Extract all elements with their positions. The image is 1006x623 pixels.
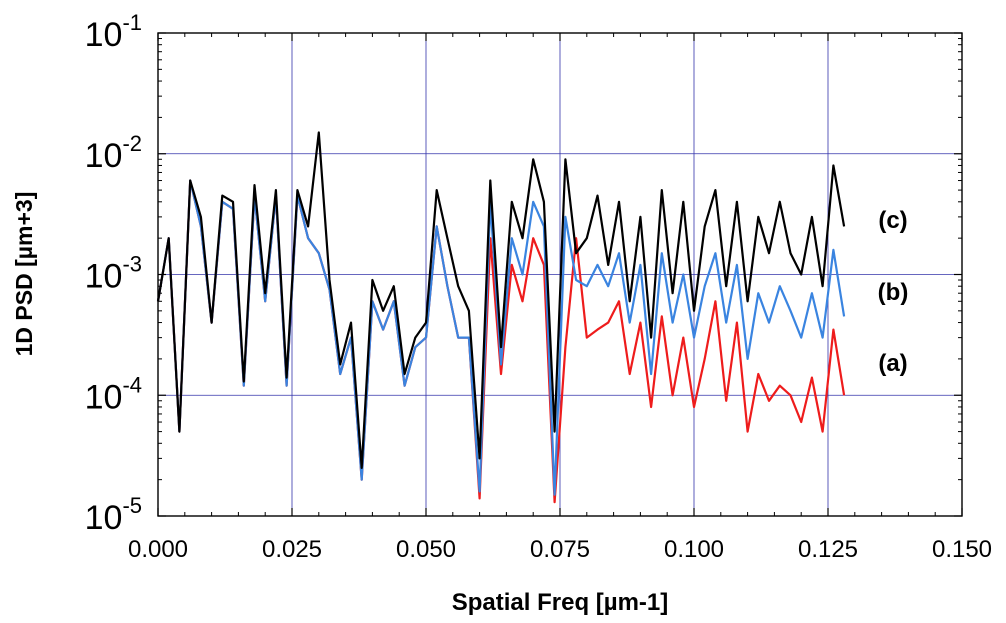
x-tick-label: 0.000 [128, 536, 188, 563]
series-annotation: (a) [878, 350, 907, 377]
x-axis-label: Spatial Freq [µm-1] [452, 589, 669, 616]
series-annotation: (c) [878, 207, 907, 234]
tick-marks [157, 32, 963, 517]
y-tick-exponent: -5 [122, 493, 142, 518]
y-tick-base: 10 [85, 378, 123, 416]
series-line-c [156, 131, 846, 469]
series-annotations: (c) (b) (a) [878, 207, 909, 377]
series-lines [156, 131, 846, 504]
x-tick-label: 0.025 [262, 536, 322, 563]
y-tick-exponent: -3 [122, 252, 142, 277]
x-tick-labels: 0.000 0.025 0.050 0.075 0.100 0.125 0.150 [128, 536, 992, 563]
y-tick-label: 10-4 [85, 372, 142, 416]
x-tick-label: 0.050 [396, 536, 456, 563]
y-tick-label: 10-3 [85, 252, 142, 296]
y-tick-base: 10 [85, 16, 123, 54]
y-tick-label: 10-5 [85, 493, 142, 537]
x-tick-label: 0.075 [530, 536, 590, 563]
y-axis-label: 1D PSD [µm+3] [11, 192, 37, 357]
series-annotation: (b) [878, 279, 909, 306]
x-tick-label: 0.125 [798, 536, 858, 563]
y-tick-exponent: -1 [122, 10, 142, 35]
y-tick-labels: 10-510-410-310-210-1 [85, 10, 142, 537]
y-tick-exponent: -4 [122, 372, 142, 397]
y-tick-base: 10 [85, 499, 123, 537]
y-tick-base: 10 [85, 258, 123, 296]
x-tick-label: 0.150 [932, 536, 992, 563]
y-tick-label: 10-1 [85, 10, 142, 54]
y-tick-label: 10-2 [85, 131, 142, 175]
y-tick-exponent: -2 [122, 131, 142, 156]
x-tick-label: 0.100 [664, 536, 724, 563]
y-tick-base: 10 [85, 137, 123, 175]
